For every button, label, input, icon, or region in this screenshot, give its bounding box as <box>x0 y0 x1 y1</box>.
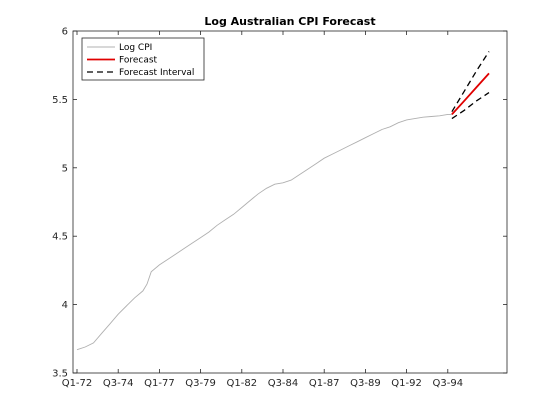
x-tick-label: Q1-72 <box>62 378 93 389</box>
series-lines <box>76 51 490 351</box>
x-tick-label: Q3-74 <box>103 378 134 389</box>
y-tick-label: 4.5 <box>52 232 68 243</box>
y-tick-label: 5 <box>62 163 68 174</box>
legend-forecast-label: Forecast <box>119 56 158 66</box>
log-cpi-line <box>76 113 452 351</box>
forecast-interval-upper <box>451 51 490 113</box>
x-tick-label: Q3-79 <box>185 378 216 389</box>
x-tick-label: Q1-77 <box>144 378 175 389</box>
chart-title: Log Australian CPI Forecast <box>204 15 375 28</box>
forecast-interval-lower <box>451 92 490 120</box>
y-tick-label: 3.5 <box>52 369 68 380</box>
legend: Log CPI Forecast Forecast Interval <box>81 37 205 81</box>
plot-area <box>72 30 508 374</box>
x-tick-label: Q3-94 <box>433 378 464 389</box>
axis-ticks: 3.5 4 4.5 5 5.5 6 Q1-72 Q3-74 Q1-77 Q3-79 Q1-82 Q3-… <box>52 27 507 389</box>
y-tick-label: 5.5 <box>52 95 68 106</box>
x-tick-label: Q3-84 <box>268 378 299 389</box>
x-tick-label: Q1-82 <box>227 378 258 389</box>
x-tick-label: Q1-92 <box>391 378 422 389</box>
legend-forecast-interval-label: Forecast Interval <box>119 68 194 78</box>
x-tick-label: Q3-89 <box>350 378 381 389</box>
legend-log-cpi-label: Log CPI <box>119 43 152 53</box>
y-tick-label: 6 <box>62 27 68 38</box>
x-tick-label: Q1-87 <box>309 378 340 389</box>
forecast-line <box>451 72 490 116</box>
y-tick-label: 4 <box>62 300 68 311</box>
